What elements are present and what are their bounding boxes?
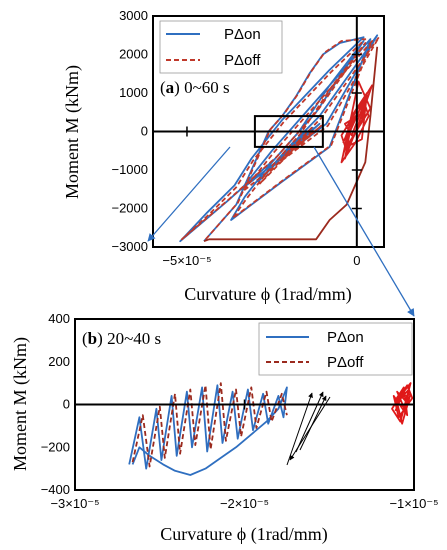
x-tick-label: −5×10⁻⁵ bbox=[162, 253, 211, 268]
panel-a-ticks: 3000 2000 1000 0 −1000 −2000 −3000 −5×10⁻⁵ 0 bbox=[111, 8, 362, 268]
panel-b-annotation-arrow bbox=[286, 392, 313, 466]
panel-b: 400 200 0 −200 −400−3×10⁻⁵ −2×10⁻⁵ −1×10⁻⁵ PΔo… bbox=[10, 311, 439, 545]
y-tick-label: 3000 bbox=[119, 8, 148, 23]
y-tick-label: −3000 bbox=[111, 239, 148, 254]
y-tick-label: 200 bbox=[48, 354, 70, 369]
zoom-connector-left bbox=[147, 146, 231, 242]
panel-b-series-layer bbox=[128, 382, 414, 476]
series-line-b-0 bbox=[128, 384, 288, 476]
panel-b-y-axis-label: Moment M (kNm) bbox=[10, 337, 31, 471]
panel-a-legend: PΔon PΔoff bbox=[159, 20, 283, 74]
panel-b-label-time: 20~40 s bbox=[103, 329, 161, 348]
y-tick-label: 2000 bbox=[119, 47, 148, 62]
series-line-b-2 bbox=[391, 382, 414, 425]
panel-a-label: (a) 0~60 s bbox=[160, 78, 230, 97]
series-line-a-3 bbox=[203, 46, 379, 243]
panel-a-legend-label-off: PΔoff bbox=[224, 52, 261, 69]
panel-b-legend-label-off: PΔoff bbox=[327, 354, 364, 371]
panel-b-label-letter: b bbox=[88, 329, 97, 348]
panel-a-zoom-box bbox=[253, 115, 324, 148]
x-tick-label: −3×10⁻⁵ bbox=[50, 496, 99, 511]
x-tick-label: 0 bbox=[353, 253, 360, 268]
panel-a-x-axis-label: Curvature ϕ (1rad/mm) bbox=[184, 284, 351, 305]
panel-b-annotation-arrow bbox=[295, 391, 324, 453]
panel-b-legend-box bbox=[258, 322, 413, 376]
panel-b-ticks: 400 200 0 −200 −400−3×10⁻⁵ −2×10⁻⁵ −1×10⁻⁵ bbox=[41, 311, 439, 511]
panel-b-x-axis-label: Curvature ϕ (1rad/mm) bbox=[160, 524, 327, 545]
y-tick-label: −1000 bbox=[111, 162, 148, 177]
panel-a-y-axis-label: Moment M (kNm) bbox=[62, 65, 83, 199]
zoom-connector-right bbox=[313, 146, 415, 317]
panel-a-legend-box bbox=[159, 20, 283, 74]
y-tick-label: −2000 bbox=[111, 201, 148, 216]
panel-b-label: (b) 20~40 s bbox=[82, 329, 161, 348]
y-tick-label: 400 bbox=[48, 311, 70, 326]
x-tick-label: −2×10⁻⁵ bbox=[220, 496, 269, 511]
panel-a-legend-label-on: PΔon bbox=[224, 26, 261, 43]
panel-b-legend-label-on: PΔon bbox=[327, 329, 364, 346]
series-line-a-1 bbox=[180, 36, 380, 241]
y-tick-label: −400 bbox=[41, 482, 70, 497]
panel-b-annotation-arrow bbox=[289, 396, 331, 461]
panel-a-label-letter: a bbox=[166, 78, 175, 97]
y-tick-label: 0 bbox=[141, 124, 148, 139]
panel-a-label-time: 0~60 s bbox=[180, 78, 230, 97]
x-tick-label: −1×10⁻⁵ bbox=[389, 496, 438, 511]
y-tick-label: 0 bbox=[63, 397, 70, 412]
panel-b-annotation-arrows bbox=[286, 391, 331, 466]
panel-a: 3000 2000 1000 0 −1000 −2000 −3000 −5×10⁻⁵ 0 PΔo… bbox=[62, 8, 385, 305]
y-tick-label: −200 bbox=[41, 439, 70, 454]
y-tick-label: 1000 bbox=[119, 85, 148, 100]
panel-b-legend: PΔon PΔoff bbox=[258, 322, 413, 376]
